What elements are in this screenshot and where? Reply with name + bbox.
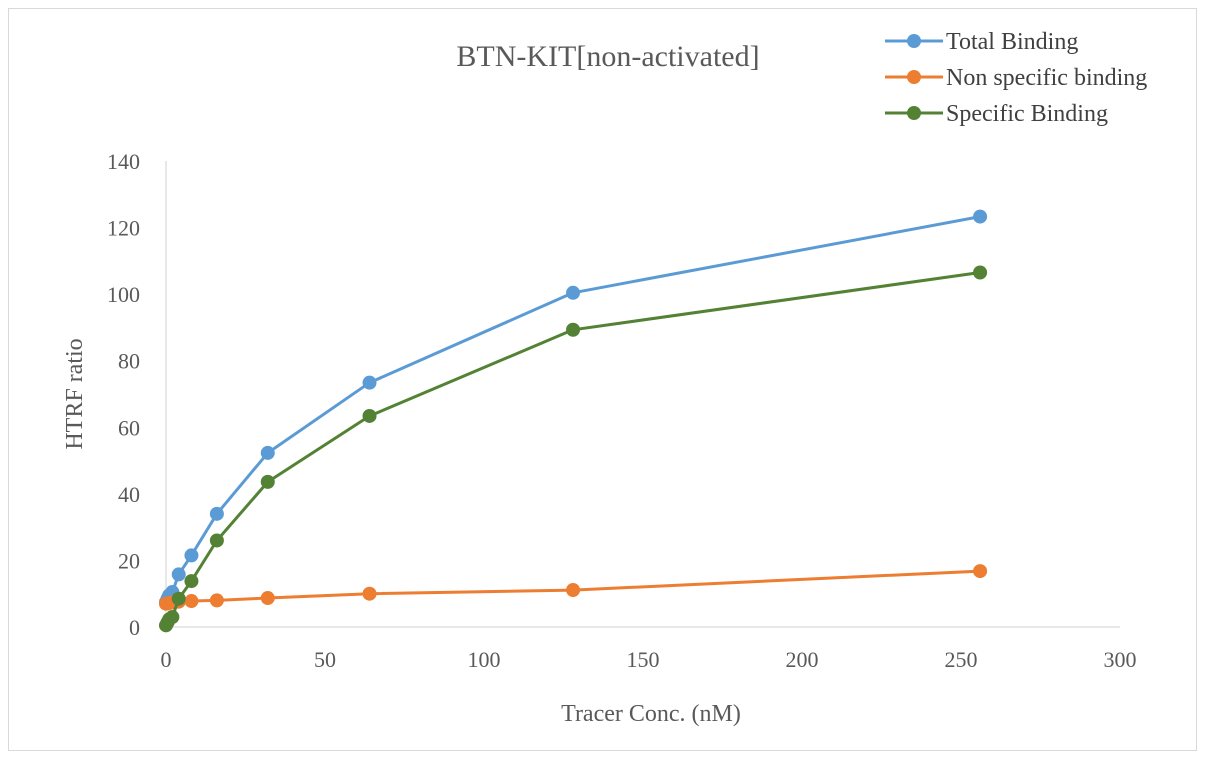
data-point bbox=[184, 548, 199, 563]
y-tick-label: 20 bbox=[118, 548, 140, 573]
data-point bbox=[973, 265, 988, 280]
data-point bbox=[209, 593, 224, 608]
data-point bbox=[260, 474, 275, 489]
x-tick-label: 300 bbox=[1104, 647, 1137, 672]
data-point bbox=[171, 567, 186, 582]
data-point bbox=[973, 209, 988, 224]
data-point bbox=[209, 533, 224, 548]
legend-item: Non specific binding bbox=[885, 65, 1147, 91]
data-point bbox=[209, 506, 224, 521]
y-tick-label: 0 bbox=[129, 615, 140, 640]
legend-marker bbox=[907, 70, 921, 84]
x-tick-label: 250 bbox=[945, 647, 978, 672]
axes: 0 50 100 150 200 250 300 0 20 40 60 80 100 120 140 bbox=[107, 149, 1137, 672]
x-tick-label: 50 bbox=[314, 647, 336, 672]
legend-marker bbox=[907, 34, 921, 48]
y-tick-label: 60 bbox=[118, 415, 140, 440]
data-point bbox=[171, 591, 186, 606]
y-tick-label: 40 bbox=[118, 482, 140, 507]
series-3 bbox=[159, 265, 988, 633]
data-point bbox=[566, 583, 581, 598]
y-tick-label: 120 bbox=[107, 216, 140, 241]
x-tick-label: 150 bbox=[627, 647, 660, 672]
data-point bbox=[362, 408, 377, 423]
data-point bbox=[362, 586, 377, 601]
data-point bbox=[973, 564, 988, 579]
legend-marker bbox=[907, 106, 921, 120]
y-tick-label: 80 bbox=[118, 349, 140, 374]
legend: Total Binding Non specific binding Specifi… bbox=[885, 29, 1147, 127]
x-tick-label: 200 bbox=[786, 647, 819, 672]
x-axis-title: Tracer Conc. (nM) bbox=[561, 701, 741, 727]
legend-label: Total Binding bbox=[946, 29, 1078, 55]
data-point bbox=[566, 285, 581, 300]
legend-label: Specific Binding bbox=[946, 101, 1108, 127]
series-2 bbox=[159, 564, 988, 611]
legend-label: Non specific binding bbox=[946, 65, 1147, 91]
series-1 bbox=[159, 209, 988, 610]
legend-item: Specific Binding bbox=[885, 101, 1108, 127]
series-line bbox=[164, 215, 981, 603]
data-point bbox=[260, 445, 275, 460]
data-point bbox=[165, 610, 180, 625]
data-point bbox=[184, 594, 199, 609]
data-point bbox=[566, 322, 581, 337]
x-tick-label: 100 bbox=[468, 647, 501, 672]
data-point bbox=[362, 375, 377, 390]
legend-item: Total Binding bbox=[885, 29, 1078, 55]
y-axis-title: HTRF ratio bbox=[62, 338, 88, 449]
data-point bbox=[184, 574, 199, 589]
y-tick-label: 100 bbox=[107, 282, 140, 307]
series-layer bbox=[159, 209, 988, 633]
x-tick-label: 0 bbox=[161, 647, 172, 672]
data-point bbox=[260, 591, 275, 606]
y-tick-label: 140 bbox=[107, 149, 140, 174]
chart-title: BTN-KIT[non-activated] bbox=[456, 40, 759, 73]
